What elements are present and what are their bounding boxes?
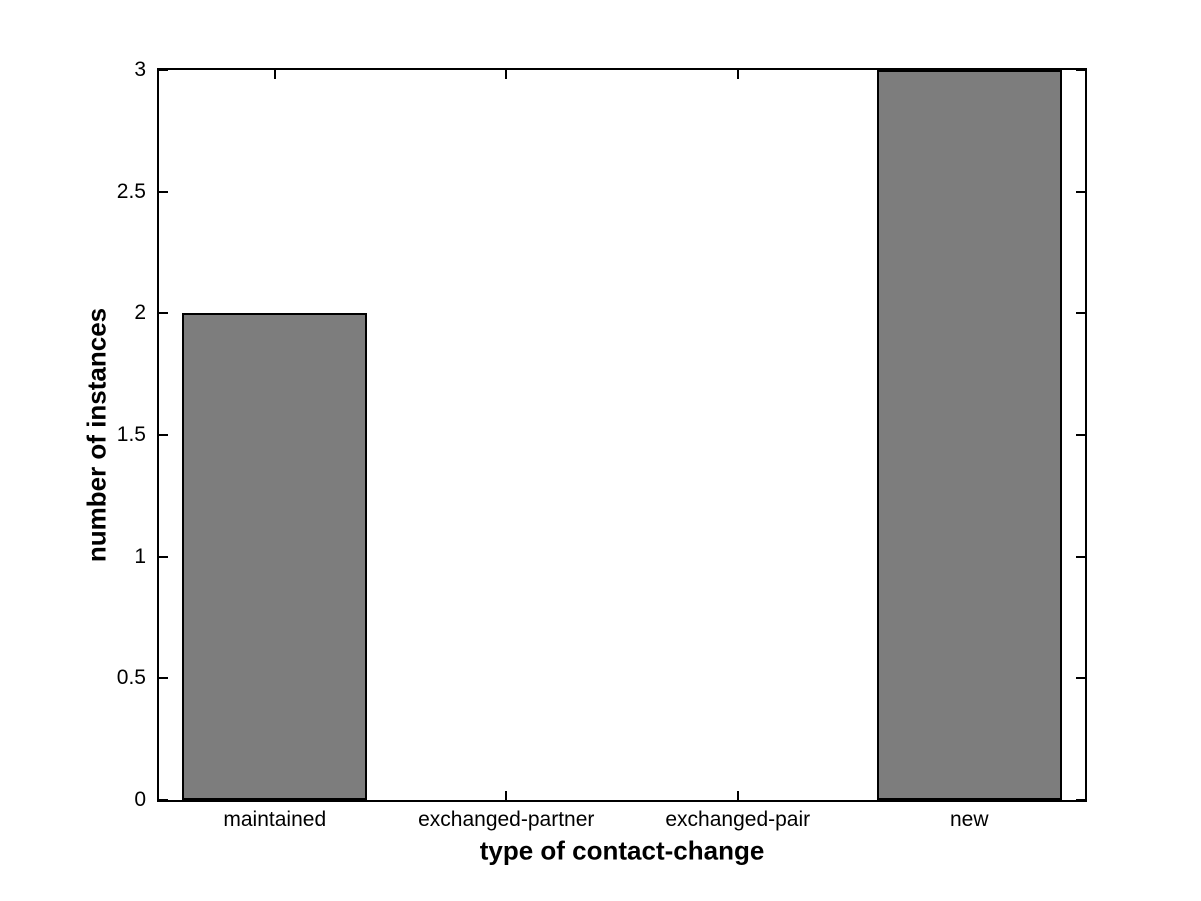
y-tick-left-0 bbox=[159, 799, 168, 801]
y-tick-left-1 bbox=[159, 677, 168, 680]
y-tick-left-3 bbox=[159, 434, 168, 436]
y-tick-right-0 bbox=[1076, 799, 1085, 801]
y-tick-right-5 bbox=[1076, 190, 1085, 193]
x-tick-top-2 bbox=[736, 70, 739, 79]
y-tick-right-6 bbox=[1076, 69, 1085, 71]
plot-layer bbox=[159, 69, 1085, 801]
x-tick-label-new: new bbox=[949, 808, 989, 831]
x-tick-top-1 bbox=[505, 70, 508, 79]
x-tick-label-exchanged-partner: exchanged-partner bbox=[418, 808, 595, 831]
y-tick-label-1: 0.5 bbox=[116, 666, 146, 690]
y-tick-left-2 bbox=[159, 555, 168, 558]
x-tick-bottom-1 bbox=[505, 791, 508, 800]
y-tick-left-5 bbox=[159, 190, 168, 193]
x-tick-top-0 bbox=[273, 70, 276, 79]
bar-maintained bbox=[182, 313, 368, 800]
y-tick-right-1 bbox=[1076, 677, 1085, 680]
y-tick-label-6: 3 bbox=[134, 58, 146, 81]
y-tick-left-6 bbox=[159, 69, 168, 71]
bar-new bbox=[876, 70, 1062, 800]
y-tick-label-4: 2 bbox=[134, 301, 146, 325]
y-tick-label-0: 0 bbox=[134, 788, 146, 811]
y-tick-label-3: 1.5 bbox=[116, 423, 146, 446]
y-tick-right-3 bbox=[1076, 434, 1085, 436]
y-tick-right-2 bbox=[1076, 555, 1085, 558]
x-tick-label-maintained: maintained bbox=[223, 808, 327, 831]
y-tick-left-4 bbox=[159, 312, 168, 315]
y-tick-label-5: 2.5 bbox=[116, 179, 146, 203]
x-axis-label: type of contact-change bbox=[479, 835, 765, 866]
y-tick-label-2: 1 bbox=[134, 544, 146, 568]
y-tick-right-4 bbox=[1076, 312, 1085, 315]
x-tick-bottom-2 bbox=[736, 791, 739, 800]
x-tick-label-exchanged-pair: exchanged-pair bbox=[665, 808, 811, 831]
plot-area bbox=[157, 68, 1087, 802]
